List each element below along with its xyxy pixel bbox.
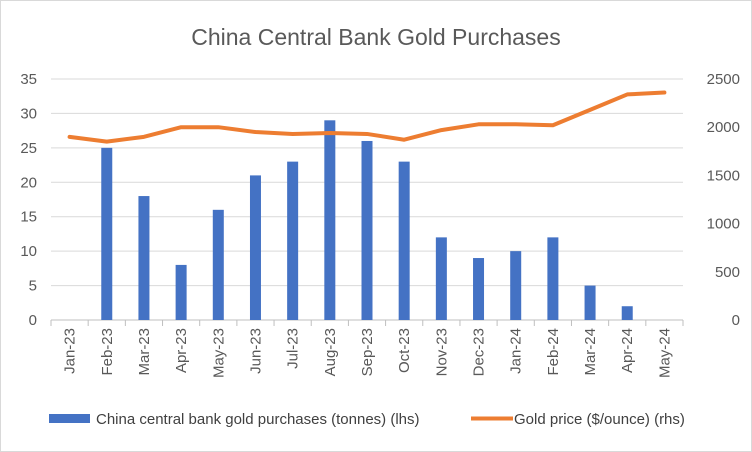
bar-Dec-23 [473,258,485,320]
bar-Apr-24 [621,306,633,320]
left-axis-tick-label: 15 [20,209,37,226]
x-axis-tick-label: Jan-24 [508,328,525,374]
right-axis-tick-label: 2500 [707,71,740,88]
bar-Mar-24 [584,285,596,320]
right-axis-tick-label: 0 [732,312,740,329]
left-axis-tick-label: 0 [29,312,37,329]
left-axis-tick-label: 25 [20,140,37,157]
x-axis-tick-label: Mar-24 [582,328,599,376]
bar-Jul-23 [287,161,299,320]
x-axis-tick-label: May-23 [210,328,227,378]
right-axis-tick-label: 2000 [707,119,740,136]
x-axis-tick-label: Sep-23 [359,328,376,376]
bar-Jun-23 [249,175,261,320]
x-axis-tick-label: Aug-23 [322,328,339,376]
left-axis-tick-label: 35 [20,71,37,88]
left-axis-tick-label: 10 [20,243,37,260]
x-axis-tick-label: Apr-23 [173,328,190,373]
x-axis-tick-label: Dec-23 [471,328,488,376]
x-axis-tick-label: May-24 [656,328,673,378]
bar-Feb-23 [101,147,113,320]
left-axis-tick-label: 5 [29,278,37,295]
bar-Nov-23 [435,237,447,320]
axes: 0 5 10 15 20 25 30 35 0 500 1000 1500 2000 2500 Jan-23… [20,71,740,378]
x-axis-tick-label: Mar-23 [136,328,153,376]
x-axis-tick-label: Jan-23 [62,328,79,374]
x-axis-tick-label: Jun-23 [247,328,264,374]
x-axis-tick-label: Feb-24 [545,328,562,376]
left-axis-tick-label: 30 [20,105,37,122]
bar-May-23 [212,209,224,320]
legend: China central bank gold purchases (tonne… [49,411,685,428]
x-axis-tick-label: Nov-23 [433,328,450,376]
left-axis-tick-label: 20 [20,174,37,191]
right-axis-tick-label: 1500 [707,167,740,184]
x-axis-tick-label: Feb-23 [99,328,116,376]
legend-label-gold-purchases: China central bank gold purchases (tonne… [96,411,420,428]
bar-Oct-23 [398,161,410,320]
bar-Sep-23 [361,140,373,320]
legend-swatch-gold-purchases [49,414,90,423]
legend-label-gold-price: Gold price ($/ounce) (rhs) [514,411,685,428]
line-series [67,90,667,144]
x-axis-tick-label: Apr-24 [619,328,636,373]
right-axis-tick-label: 1000 [707,216,740,233]
bar-Aug-23 [324,120,336,320]
bar-series [101,120,633,320]
bar-Feb-24 [547,237,559,320]
bar-Mar-23 [138,196,150,320]
right-axis-tick-label: 500 [715,264,740,281]
x-axis-tick-label: Jul-23 [285,328,302,369]
chart-title: China Central Bank Gold Purchases [191,24,560,50]
bar-Apr-23 [175,264,187,320]
x-axis-tick-label: Oct-23 [396,328,413,373]
bar-Jan-24 [510,251,522,320]
gold-price-line [67,90,667,144]
